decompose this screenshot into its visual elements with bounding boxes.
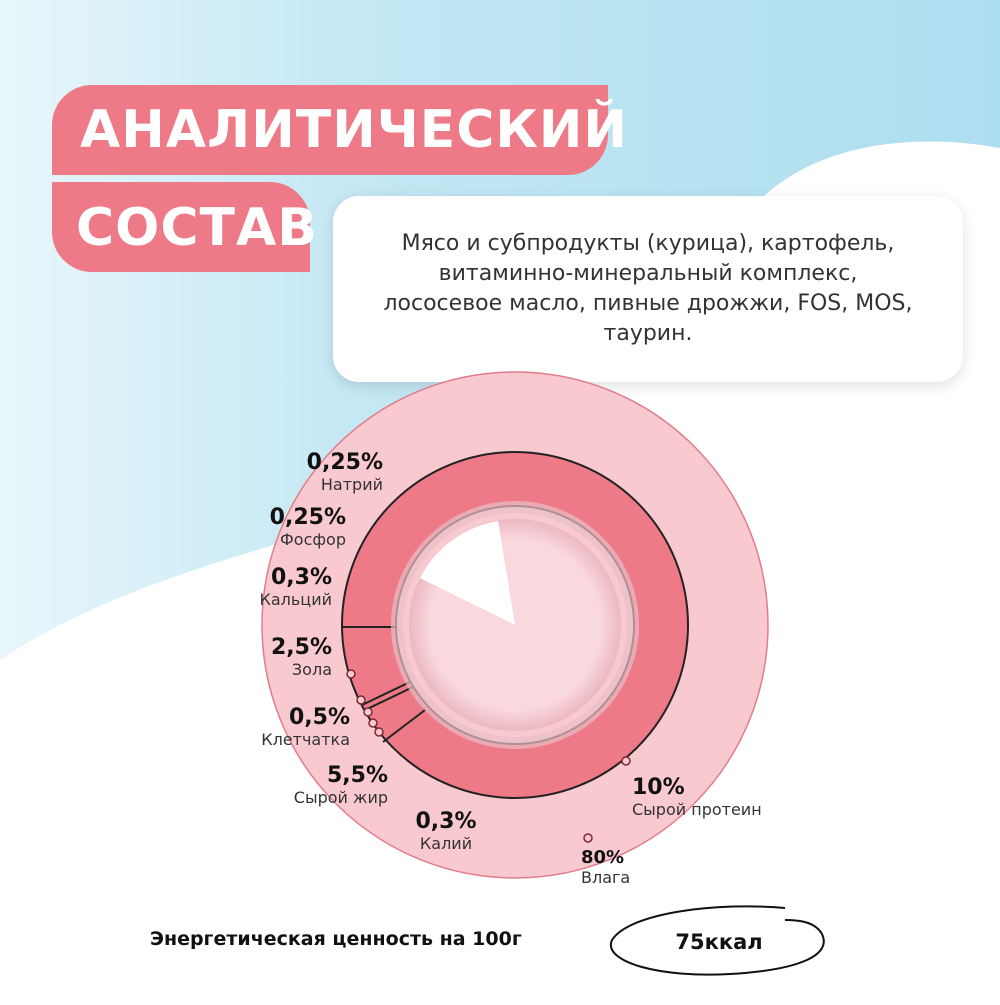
- label-moisture: 80% Влага: [581, 848, 630, 888]
- label-name: Зола: [291, 660, 332, 679]
- label-value: 10%: [632, 775, 685, 800]
- middle-ring-outer-edge: [341, 451, 689, 799]
- label-value: 2,5%: [270, 635, 332, 660]
- label-phosphorus: 0,25% Фосфор: [270, 506, 346, 550]
- ingredients-text: Мясо и субпродукты (курица), картофель, …: [383, 231, 913, 346]
- title-pill-line2: СОСТАВ: [52, 182, 317, 272]
- title-pill-line1: АНАЛИТИЧЕСКИЙ: [52, 85, 627, 175]
- label-fiber: 0,5% Клетчатка: [261, 706, 350, 750]
- center-wedge: [420, 521, 515, 625]
- label-value: 0,3%: [270, 565, 332, 590]
- label-name: Клетчатка: [261, 730, 350, 749]
- label-ash: 2,5% Зола: [271, 636, 332, 680]
- marker-dot: [374, 727, 384, 737]
- label-potassium: 0,3% Калий: [408, 810, 484, 854]
- energy-label: Энергетическая ценность на 100г: [150, 928, 522, 950]
- label-name: Сырой протеин: [632, 800, 762, 819]
- label-value: 0,3%: [415, 809, 477, 834]
- inner-shadow: [391, 501, 639, 749]
- label-crude-protein: 10% Сырой протеин: [632, 776, 762, 820]
- label-calcium: 0,3% Кальций: [259, 566, 332, 610]
- marker-dot: [363, 707, 373, 717]
- label-value: 0,5%: [288, 705, 350, 730]
- hand-drawn-ellipse: [609, 905, 825, 976]
- marker-dot: [346, 669, 356, 679]
- marker-dot: [583, 833, 593, 843]
- label-sodium: 0,25% Натрий: [307, 451, 383, 495]
- title-line1: АНАЛИТИЧЕСКИЙ: [80, 100, 628, 160]
- label-name: Калий: [419, 834, 473, 853]
- energy-value: 75ккал: [675, 930, 763, 954]
- divider-2: [361, 681, 411, 706]
- marker-dot: [368, 718, 378, 728]
- label-crude-fat: 5,5% Сырой жир: [294, 764, 388, 808]
- label-value: 0,25%: [269, 505, 346, 530]
- label-name: Натрий: [320, 475, 383, 494]
- outer-ring-edge: [261, 371, 769, 879]
- label-name: Сырой жир: [293, 788, 388, 807]
- label-name: Фосфор: [280, 530, 346, 549]
- marker-dot: [356, 695, 366, 705]
- label-value: 80%: [581, 847, 625, 868]
- marker-dot: [621, 756, 631, 766]
- divider-3: [364, 686, 414, 711]
- ingredients-card: Мясо и субпродукты (курица), картофель, …: [333, 196, 963, 382]
- label-value: 0,25%: [306, 450, 383, 475]
- label-name: Кальций: [259, 590, 332, 609]
- label-name: Влага: [581, 868, 631, 887]
- title-line2: СОСТАВ: [76, 198, 318, 258]
- label-value: 5,5%: [326, 763, 388, 788]
- middle-ring: [342, 452, 688, 798]
- divider-4: [382, 709, 426, 743]
